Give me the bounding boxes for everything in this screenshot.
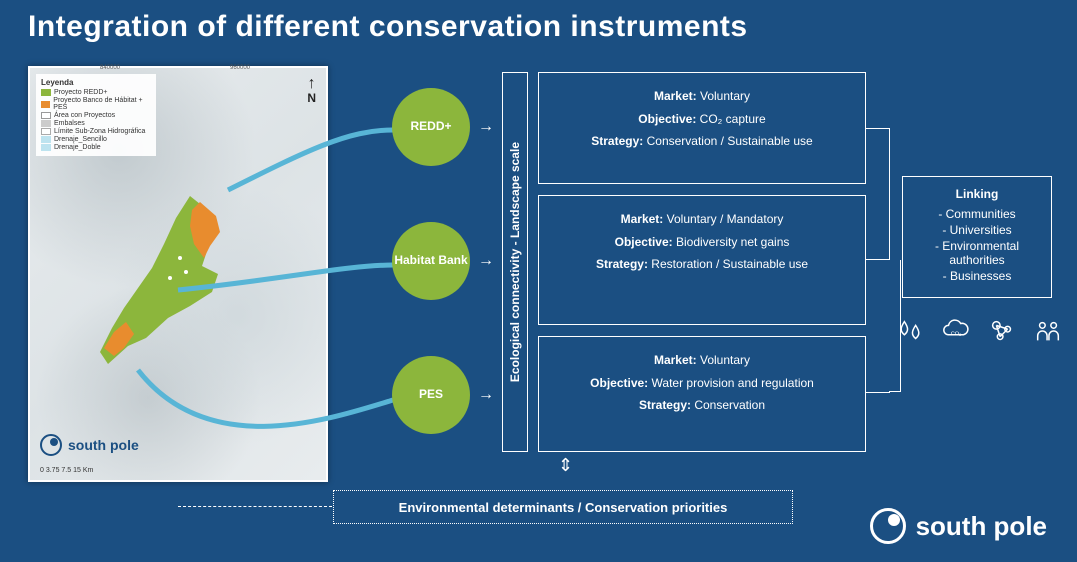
map-panel: Leyenda Proyecto REDD+ Proyecto Banco de… [28,66,328,482]
bracket-line [866,392,890,393]
legend-item: Embalses [41,120,151,127]
linking-item: - Environmental authorities [913,239,1041,267]
linking-icons: CO₂ [895,316,1063,346]
footer-logo-text: south pole [916,511,1047,542]
linking-item: - Universities [913,223,1041,237]
info-box-pes: Market: Voluntary Objective: Water provi… [538,336,866,452]
legend-item: Límite Sub-Zona Hidrográfica [41,128,151,135]
legend-item: Drenaje_Sencillo [41,136,151,143]
instrument-circle-habitat: Habitat Bank [392,222,470,300]
legend-item: Área con Proyectos [41,112,151,119]
page-title: Integration of different conservation in… [28,10,748,44]
arrow-icon: → [478,252,494,270]
north-arrow-icon: N [307,76,316,104]
southpole-icon [870,508,906,544]
map-project-area [90,188,260,388]
legend-item: Drenaje_Doble [41,144,151,151]
legend-title: Leyenda [41,78,151,87]
svg-text:CO₂: CO₂ [951,332,962,338]
legend-item: Proyecto Banco de Hábitat + PES [41,97,151,111]
vertical-band-label: Ecological connectivity - Landscape scal… [508,142,522,382]
instrument-circle-pes: PES [392,356,470,434]
map-coord: 840000 [100,65,120,71]
instrument-circle-redd: REDD+ [392,88,470,166]
co2-icon: CO₂ [941,316,971,346]
info-box-redd: Market: Voluntary Objective: CO₂ capture… [538,72,866,184]
linking-box: Linking - Communities - Universities - E… [902,176,1052,298]
map-logo: south pole [40,434,139,456]
map-legend: Leyenda Proyecto REDD+ Proyecto Banco de… [36,74,156,156]
people-icon [1033,316,1063,346]
bracket-line [866,128,890,260]
arrow-icon: → [478,386,494,404]
biodiversity-icon [987,316,1017,346]
linking-item: - Communities [913,207,1041,221]
footer-logo: south pole [870,508,1047,544]
environmental-determinants-box: Environmental determinants / Conservatio… [333,490,793,524]
linking-title: Linking [913,187,1041,201]
dashed-connector [178,506,332,507]
map-coord: 960000 [230,65,250,71]
info-box-habitat: Market: Voluntary / Mandatory Objective:… [538,195,866,325]
map-logo-text: south pole [68,437,139,453]
water-icon [895,316,925,346]
southpole-icon [40,434,62,456]
map-scalebar: 0 3.75 7.5 15 Km [40,467,93,474]
vertical-band: Ecological connectivity - Landscape scal… [502,72,528,452]
legend-item: Proyecto REDD+ [41,89,151,96]
double-arrow-icon: ⇕ [558,455,573,476]
linking-item: - Businesses [913,269,1041,283]
arrow-icon: → [478,118,494,136]
